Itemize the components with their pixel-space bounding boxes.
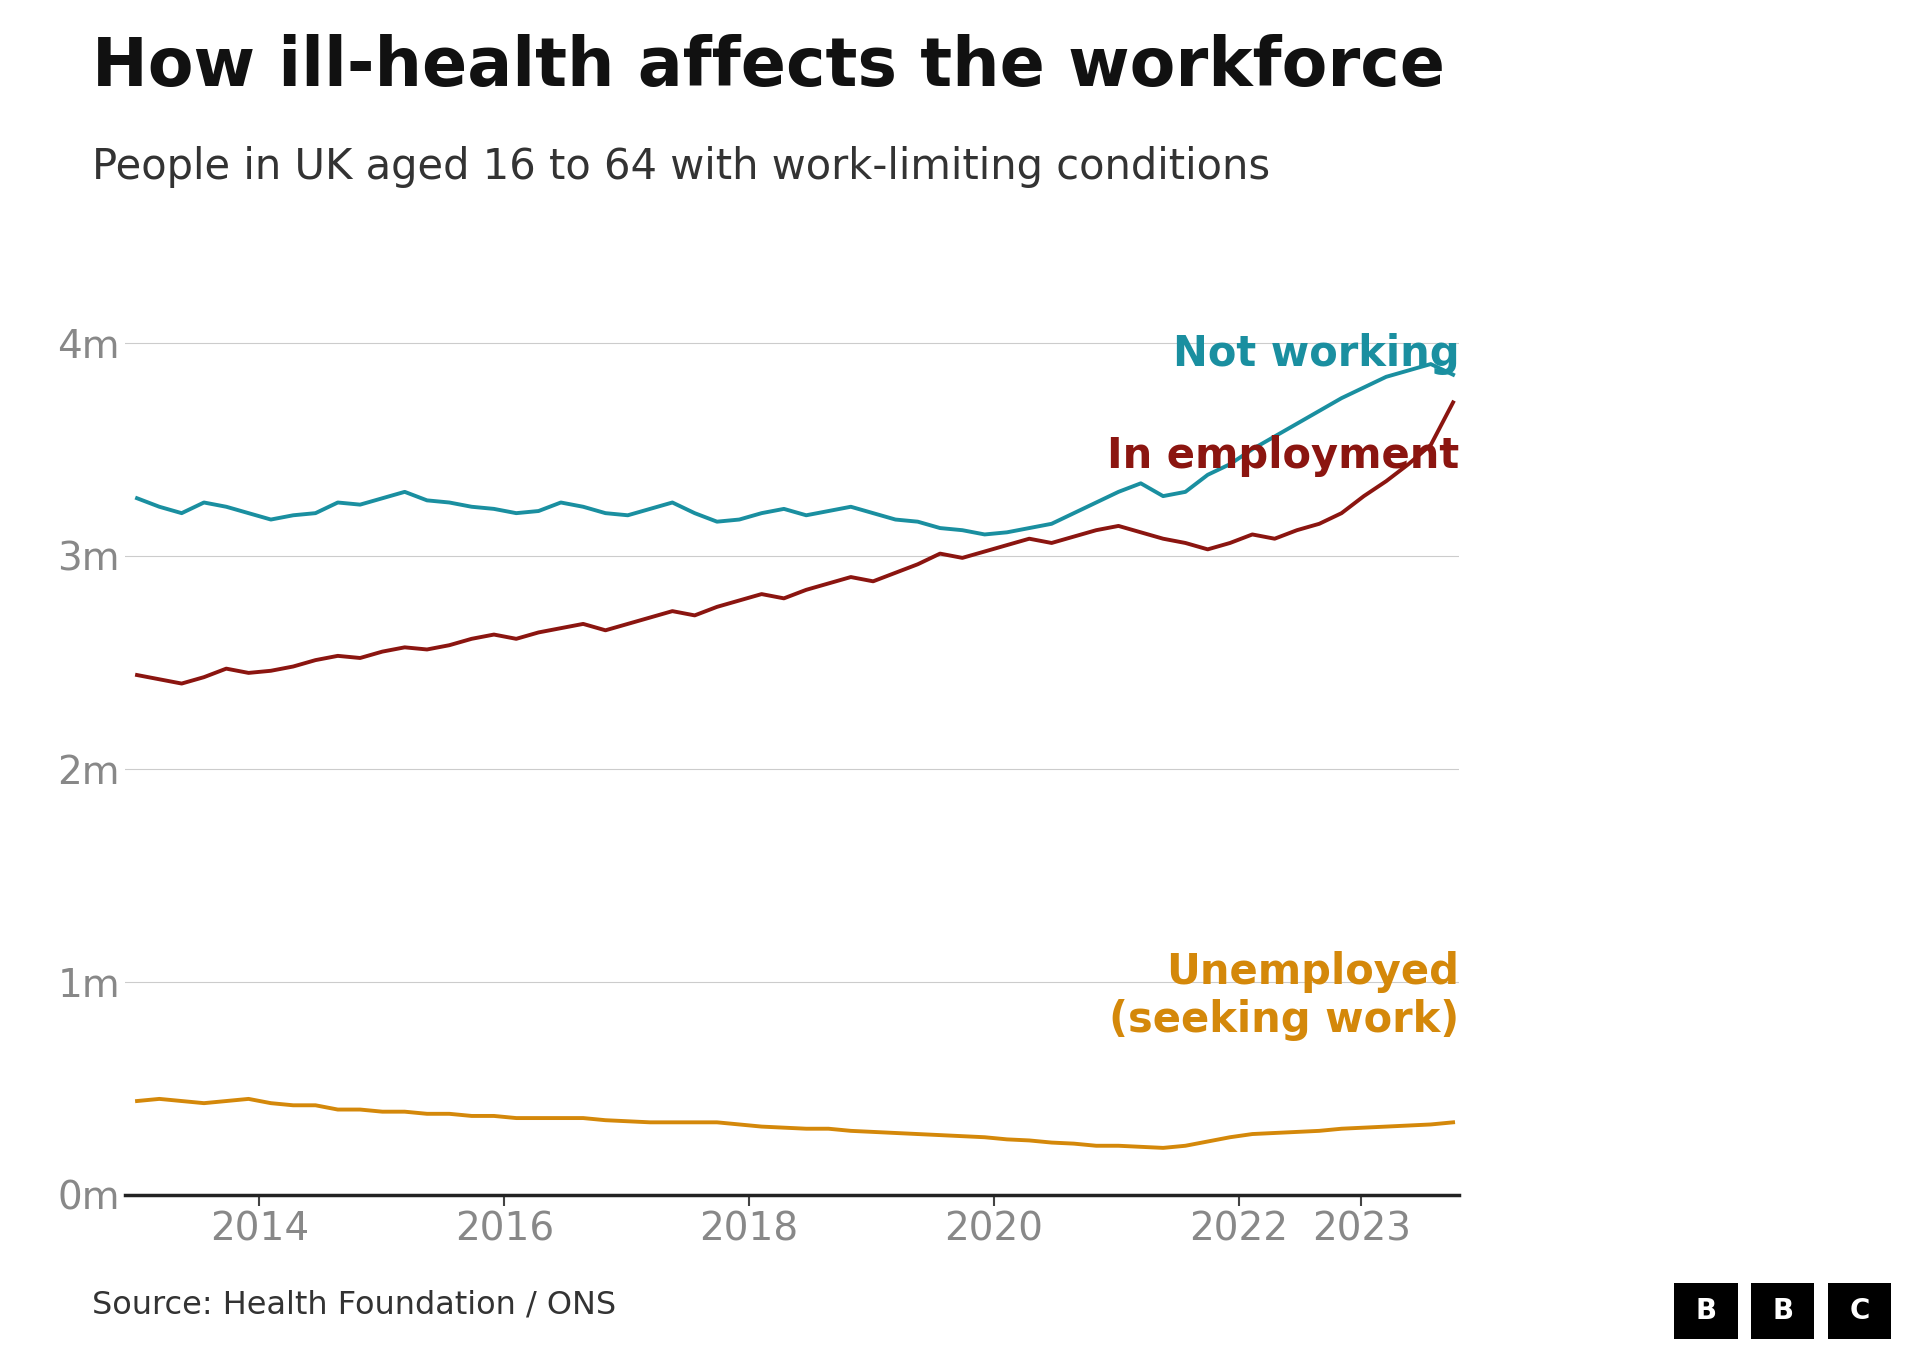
Text: C: C [1849,1297,1870,1324]
Text: People in UK aged 16 to 64 with work-limiting conditions: People in UK aged 16 to 64 with work-lim… [92,146,1271,188]
Text: In employment: In employment [1108,435,1459,477]
Text: B: B [1772,1297,1793,1324]
Text: Not working: Not working [1173,332,1459,375]
Text: Unemployed
(seeking work): Unemployed (seeking work) [1110,950,1459,1041]
Text: B: B [1695,1297,1716,1324]
Text: Source: Health Foundation / ONS: Source: Health Foundation / ONS [92,1289,616,1320]
Text: How ill-health affects the workforce: How ill-health affects the workforce [92,34,1446,100]
